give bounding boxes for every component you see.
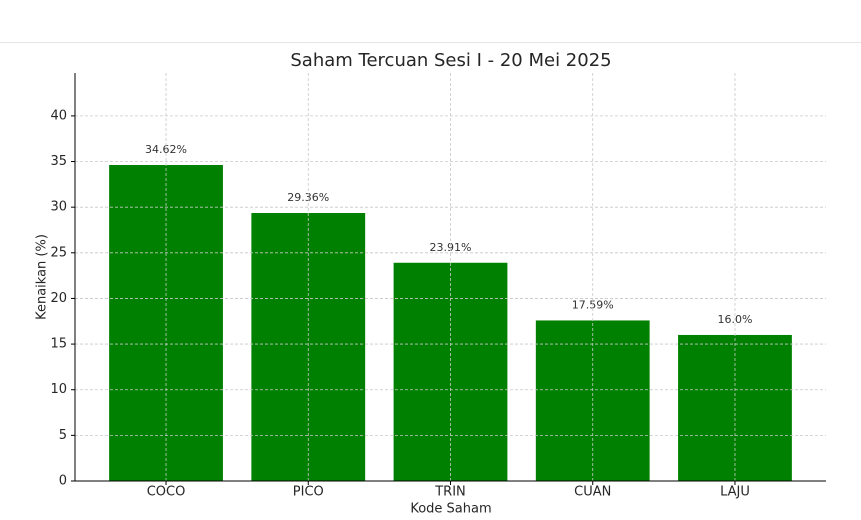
y-tick-label: 40	[50, 108, 67, 123]
y-tick-label: 0	[59, 474, 67, 489]
x-tick-label: LAJU	[720, 485, 750, 500]
y-tick-label: 30	[50, 200, 67, 215]
value-label: 23.91%	[430, 241, 472, 254]
y-tick-label: 5	[59, 428, 67, 443]
x-tick-label: COCO	[147, 485, 186, 500]
x-tick-label: PICO	[293, 485, 324, 500]
y-tick-label: 25	[50, 245, 67, 260]
y-axis-label: Kenaikan (%)	[35, 234, 50, 320]
x-tick-label: CUAN	[574, 485, 611, 500]
x-tick-label: TRIN	[434, 485, 466, 500]
y-tick-label: 15	[50, 337, 67, 352]
y-tick-label: 20	[50, 291, 67, 306]
bar	[251, 213, 366, 481]
y-tick-label: 35	[50, 154, 67, 169]
value-label: 29.36%	[287, 191, 329, 204]
chart-title: Saham Tercuan Sesi I - 20 Mei 2025	[290, 50, 611, 71]
x-axis-label: Kode Saham	[410, 502, 491, 517]
y-tick-label: 10	[50, 382, 67, 397]
